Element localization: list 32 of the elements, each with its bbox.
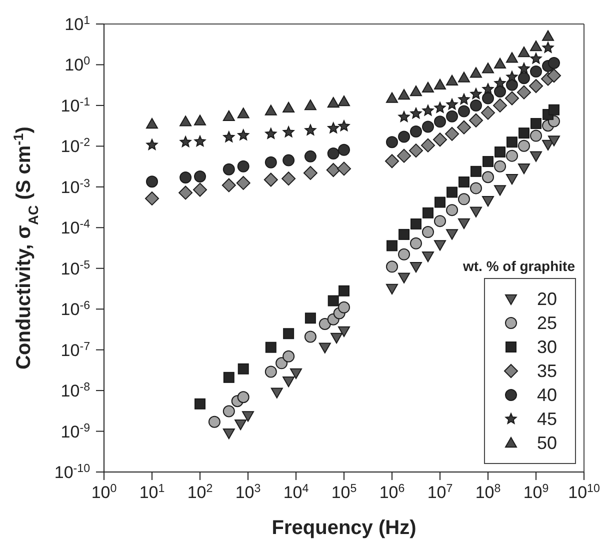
y-tick-label: 10$^{0}$: [64, 56, 90, 75]
legend-label: 30: [536, 336, 557, 356]
legend-label: 40: [536, 384, 557, 404]
y-tick-label: 10$^{-6}$: [60, 300, 90, 320]
x-axis-title: Frequency (Hz): [272, 517, 416, 539]
y-tick-label: 10$^{-2}$: [60, 137, 90, 156]
x-tick-label: 10$^{9}$: [523, 483, 549, 502]
y-tick-label: 10$^{1}$: [64, 15, 90, 34]
y-tick-label: 10$^{-1}$: [60, 96, 90, 116]
x-tick-label: 10$^{0}$: [91, 483, 117, 502]
x-tick-label: 10$^{7}$: [427, 483, 453, 502]
legend-label: 20: [536, 288, 557, 308]
y-tick-label: 10$^{-10}$: [54, 463, 90, 482]
y-tick-label: 10$^{-3}$: [60, 178, 90, 197]
legend-label: 25: [536, 312, 557, 332]
x-tick-label: 10$^{6}$: [379, 483, 405, 502]
legend-label: 50: [536, 432, 557, 452]
y-tick-label: 10$^{-9}$: [60, 422, 90, 442]
y-tick-label: 10$^{-4}$: [60, 218, 91, 238]
legend-title: wt. % of graphite: [462, 258, 576, 274]
x-tick-label: 10$^{3}$: [235, 483, 261, 502]
x-tick-label: 10$^{2}$: [187, 483, 213, 502]
legend-label: 45: [536, 408, 557, 428]
x-tick-label: 10$^{4}$: [283, 483, 310, 502]
y-tick-label: 10$^{-7}$: [60, 340, 90, 360]
x-tick-label: 10$^{1}$: [139, 483, 165, 502]
y-tick-label: 10$^{-5}$: [60, 259, 90, 278]
x-tick-label: 10$^{5}$: [331, 483, 357, 502]
x-tick-label: 10$^{10}$: [568, 483, 600, 502]
legend-label: 35: [536, 360, 557, 380]
y-tick-label: 10$^{-8}$: [60, 382, 90, 401]
x-tick-label: 10$^{8}$: [475, 483, 501, 502]
